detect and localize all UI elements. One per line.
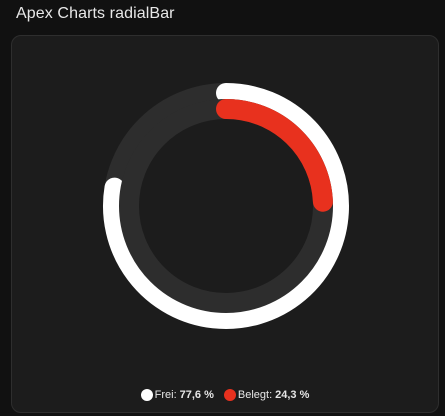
legend-marker-belegt xyxy=(223,389,236,401)
chart-legend: Frei: 77,6 % Belegt: 24,3 % xyxy=(12,389,438,401)
radial-bars-group xyxy=(103,83,349,329)
legend-label-frei: Frei xyxy=(154,389,174,401)
radial-bar-belegt[interactable] xyxy=(216,99,333,212)
legend-item-frei[interactable]: Frei: 77,6 % xyxy=(140,389,214,401)
legend-value-belegt: 24,3 % xyxy=(275,389,310,401)
card-title: Apex Charts radialBar xyxy=(16,5,175,22)
legend-label-belegt: Belegt xyxy=(237,389,270,401)
radial-bar-frei[interactable] xyxy=(103,83,349,329)
legend-value-frei: 77,6 % xyxy=(179,389,214,401)
chart-card: Frei: 77,6 % Belegt: 24,3 % xyxy=(11,35,439,413)
legend-item-belegt[interactable]: Belegt: 24,3 % xyxy=(223,389,310,401)
legend-marker-frei xyxy=(140,389,153,401)
chart-hollow xyxy=(139,119,313,293)
radial-bar-chart xyxy=(103,83,349,329)
